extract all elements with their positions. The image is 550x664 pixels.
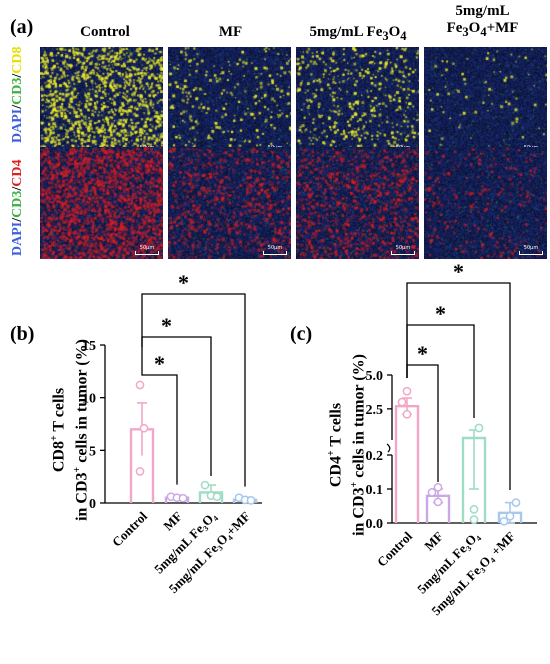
micrograph-cd8-fe3o4: 50μm xyxy=(296,47,419,159)
scale-bar: 50μm xyxy=(135,245,159,255)
micrograph-cd8-control: 50μm xyxy=(40,47,163,159)
y-tick-label-0: 0 xyxy=(89,497,96,512)
panel-c-label: (c) xyxy=(290,323,313,345)
row-label-cd8: DAPI/CD3/CD8 xyxy=(10,46,25,143)
significance-star-0: * xyxy=(417,341,428,366)
axis-break xyxy=(386,443,391,453)
y-tick-label-upper-0: 2.5 xyxy=(366,403,384,418)
y-tick-label-lower-2: 0.2 xyxy=(366,449,384,464)
significance-bracket-0 xyxy=(141,347,178,485)
significance-star-0: * xyxy=(154,351,165,376)
significance-star-1: * xyxy=(435,301,446,326)
y-tick-label-1: 5 xyxy=(89,444,96,459)
data-point-0-0 xyxy=(402,386,412,396)
data-point-3-2 xyxy=(246,496,256,505)
column-header-control: Control xyxy=(80,24,130,40)
data-point-2-2 xyxy=(212,492,222,502)
micrograph-cd4-fe3o4: 50μm xyxy=(296,147,419,259)
panel-b-label: (b) xyxy=(10,323,35,345)
y-tick-label-2: 10 xyxy=(82,392,96,407)
micrograph-cd8-fe3o4-mf: 50μm xyxy=(424,47,547,159)
significance-star-2: * xyxy=(178,270,189,295)
micrograph-cd4-control: 50μm xyxy=(40,147,163,259)
row-label-cd4: DAPI/CD3/CD4 xyxy=(10,159,25,256)
y-tick-label-3: 15 xyxy=(82,339,96,354)
x-tick-label-0: Control xyxy=(374,528,415,569)
data-point-0-2 xyxy=(135,467,145,476)
micrograph-cd8-mf: 50μm xyxy=(168,47,291,159)
data-point-2-2 xyxy=(469,515,479,524)
significance-bracket-2 xyxy=(406,282,511,490)
x-tick-label-1: MF xyxy=(421,528,446,553)
significance-star-2: * xyxy=(453,260,464,284)
data-point-1-0 xyxy=(433,482,443,492)
column-header-fe3o4: 5mg/mL Fe3O4 xyxy=(309,24,407,43)
data-point-0-2 xyxy=(402,409,412,419)
data-point-3-2 xyxy=(499,516,509,526)
y-tick-label-lower-1: 0.1 xyxy=(366,483,384,498)
scale-bar: 50μm xyxy=(391,245,415,255)
significance-bracket-2 xyxy=(141,293,246,487)
panel-a-label: (a) xyxy=(10,16,34,38)
significance-star-1: * xyxy=(161,313,172,338)
x-tick-label-0: Control xyxy=(109,508,150,549)
data-point-0-1 xyxy=(139,423,149,433)
data-point-3-1 xyxy=(505,511,515,521)
significance-bracket-0 xyxy=(406,364,439,482)
micrograph-cd4-fe3o4-mf: 50μm xyxy=(424,147,547,259)
column-header-fe3o4-mf: 5mg/mL Fe3O4+MF xyxy=(446,3,519,39)
y-tick-label-lower-0: 0.0 xyxy=(366,517,384,532)
y-tick-label-upper-1: 5.0 xyxy=(366,369,384,384)
data-point-2-0 xyxy=(200,480,210,490)
x-tick-label-1: MF xyxy=(160,508,185,533)
data-point-2-0 xyxy=(474,423,484,433)
bar-0 xyxy=(394,404,420,523)
data-point-3-0 xyxy=(511,498,521,507)
significance-bracket-1 xyxy=(406,324,475,418)
data-point-0-0 xyxy=(135,380,145,390)
scale-bar: 50μm xyxy=(263,245,287,255)
micrograph-cd4-mf: 50μm xyxy=(168,147,291,259)
data-point-2-1 xyxy=(469,505,479,514)
data-point-1-2 xyxy=(178,493,188,503)
data-point-0-1 xyxy=(397,397,407,407)
column-header-mf: MF xyxy=(218,24,243,40)
data-point-1-1 xyxy=(427,488,437,497)
data-point-1-2 xyxy=(433,497,443,507)
scale-bar: 50μm xyxy=(519,245,543,255)
